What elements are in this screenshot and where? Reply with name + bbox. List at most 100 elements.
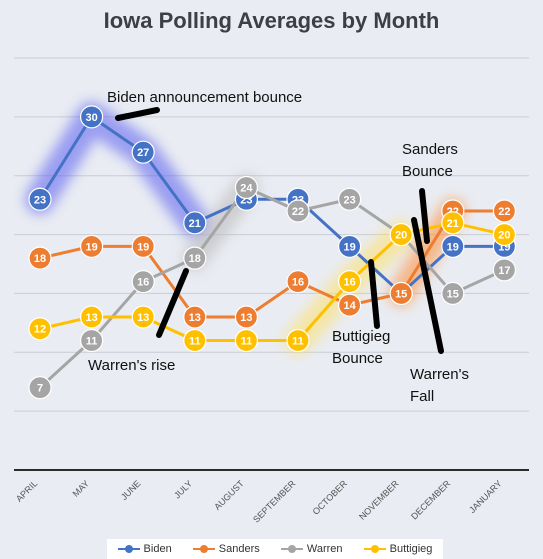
data-point-sanders: 14 [338, 293, 362, 317]
annotation-stroke [419, 188, 430, 244]
data-point-biden: 19 [338, 234, 362, 258]
annotation-text: Sanders [402, 141, 458, 158]
annotation-texts: Biden announcement bounce Warren's rise Bu… [88, 89, 469, 405]
x-tick-label: SEPTEMBER [251, 478, 298, 525]
legend-label: Warren [306, 543, 343, 555]
data-label: 19 [447, 241, 459, 253]
data-point-marker [79, 105, 104, 129]
annotation-stroke [115, 107, 160, 121]
annotation-text: Bounce [332, 350, 383, 367]
data-point-sanders: 16 [286, 270, 310, 294]
data-label: 17 [498, 265, 510, 277]
x-tick-label: APRIL [14, 478, 39, 503]
legend: Biden Sanders Warren Buttigieg [107, 539, 443, 559]
data-label: 19 [343, 241, 355, 253]
data-label: 11 [292, 336, 304, 348]
data-point-warren: 23 [338, 187, 362, 211]
data-point-marker [28, 246, 52, 270]
data-point-marker [338, 187, 362, 211]
data-label: 19 [85, 241, 97, 253]
legend-swatch [117, 544, 140, 554]
data-label: 22 [498, 206, 510, 218]
data-label: 27 [137, 147, 149, 159]
legend-swatch [363, 544, 386, 554]
data-point-biden: 27 [131, 140, 155, 164]
data-point-marker [131, 234, 155, 258]
data-point-marker [183, 305, 207, 329]
data-label: 20 [498, 230, 510, 242]
data-point-warren: 24 [234, 175, 258, 200]
x-tick-label: JANUARY [467, 478, 504, 515]
data-label: 19 [137, 241, 149, 253]
legend-item-biden: Biden [117, 543, 172, 555]
data-point-marker [389, 281, 413, 306]
data-point-biden: 21 [183, 211, 207, 235]
chart-title: Iowa Polling Averages by Month [103, 8, 440, 33]
data-point-buttigieg: 13 [131, 305, 155, 329]
data-point-sanders: 13 [234, 305, 258, 329]
data-label: 13 [240, 312, 252, 324]
legend-item-warren: Warren [280, 543, 343, 555]
data-label: 30 [85, 112, 97, 124]
annotation-text: Warren's [410, 366, 469, 383]
data-label: 12 [34, 324, 46, 336]
data-point-marker [28, 317, 52, 341]
data-point-marker [492, 258, 516, 282]
x-tick-label: OCTOBER [311, 478, 350, 517]
data-point-marker [183, 328, 207, 353]
data-label: 7 [37, 383, 43, 395]
data-point-warren: 15 [441, 281, 465, 306]
data-label: 14 [343, 300, 356, 312]
data-label: 22 [292, 206, 304, 218]
data-point-warren: 7 [28, 376, 52, 400]
data-point-marker [79, 328, 104, 353]
data-point-marker [286, 328, 310, 353]
series-line-warren [38, 185, 506, 389]
legend-label: Biden [143, 543, 172, 555]
data-label: 13 [189, 312, 201, 324]
legend-item-buttigieg: Buttigieg [363, 543, 433, 555]
data-point-marker [234, 305, 258, 329]
data-label: 23 [343, 194, 355, 206]
data-label: 23 [34, 194, 46, 206]
data-point-marker [79, 234, 104, 258]
annotation-stroke [411, 217, 444, 354]
data-point-marker [131, 270, 155, 294]
x-tick-label: NOVEMBER [357, 478, 401, 522]
data-point-buttigieg: 16 [338, 270, 362, 294]
x-tick-label: DECEMBER [409, 478, 452, 521]
data-label: 18 [34, 253, 46, 265]
data-point-warren: 16 [131, 270, 155, 294]
data-point-warren: 18 [183, 246, 207, 270]
annotation-text: Buttigieg [332, 328, 390, 345]
data-point-biden: 19 [441, 234, 465, 258]
data-point-marker [28, 187, 52, 211]
x-tick-label: JULY [172, 478, 194, 500]
annotation-stroke [368, 259, 380, 329]
data-point-buttigieg: 11 [183, 328, 207, 353]
data-point-marker [286, 270, 310, 294]
x-tick-label: JUNE [119, 478, 143, 502]
data-point-marker [286, 199, 310, 223]
data-point-marker [183, 246, 207, 270]
data-point-buttigieg: 21 [441, 211, 465, 235]
data-point-buttigieg: 20 [492, 222, 516, 247]
data-label: 13 [137, 312, 149, 324]
data-label: 18 [189, 253, 201, 265]
data-label: 13 [85, 312, 97, 324]
x-tick-label: AUGUST [212, 478, 246, 512]
legend-swatch [280, 544, 303, 554]
data-label: 15 [447, 288, 459, 300]
annotation-strokes [115, 107, 444, 354]
data-point-buttigieg: 11 [234, 328, 258, 353]
data-point-sanders: 13 [183, 305, 207, 329]
data-label: 21 [189, 218, 201, 230]
annotation-stroke [156, 268, 189, 338]
data-point-marker [79, 305, 104, 329]
data-point-marker [492, 199, 516, 223]
legend-label: Buttigieg [389, 543, 433, 555]
data-point-marker [492, 222, 516, 247]
data-point-warren: 17 [492, 258, 516, 282]
data-point-marker [131, 305, 155, 329]
